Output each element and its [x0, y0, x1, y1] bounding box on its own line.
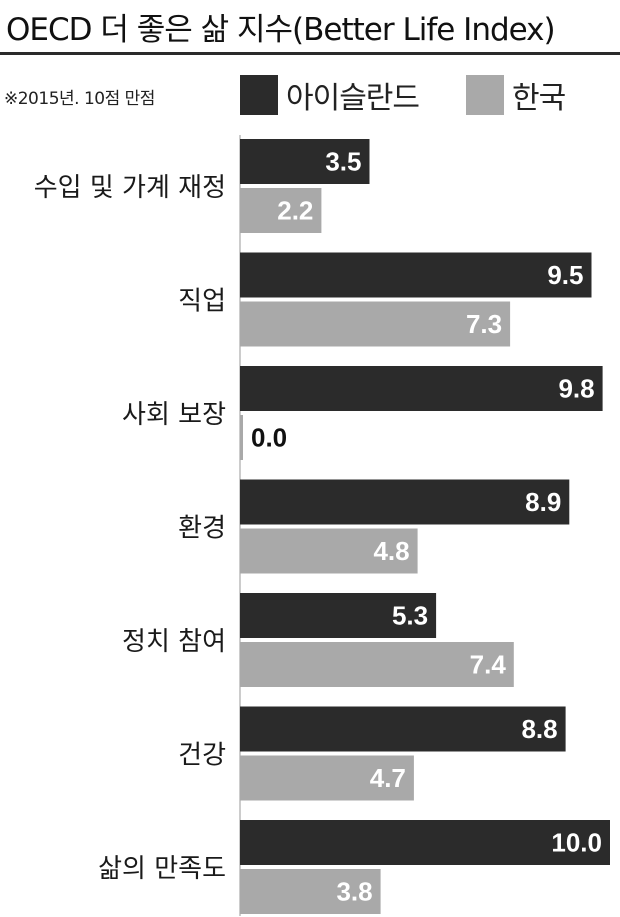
value-label: 3.5 [325, 147, 361, 177]
bar-korea [240, 642, 514, 687]
legend-swatch-korea [466, 75, 504, 115]
category-label: 직업 [178, 287, 226, 317]
chart-title: OECD 더 좋은 삶 지수(Better Life Index) [6, 12, 556, 48]
value-label: 8.8 [521, 714, 557, 744]
category-label: 삶의 만족도 [98, 854, 226, 884]
legend-swatch-iceland [240, 75, 278, 115]
legend-item-korea: 한국 [466, 72, 566, 118]
value-label: 4.7 [370, 763, 406, 793]
legend-label-korea: 한국 [512, 81, 566, 116]
bar-iceland [240, 706, 566, 752]
value-label: 2.2 [277, 196, 313, 226]
bar-iceland [240, 820, 610, 865]
legend-label-iceland: 아이슬란드 [286, 81, 420, 116]
bar-korea [240, 755, 414, 801]
category-label: 정치 참여 [122, 627, 226, 657]
bar-korea [240, 415, 243, 460]
value-label: 7.4 [470, 650, 507, 680]
bar-korea [240, 301, 511, 347]
value-label: 5.3 [392, 601, 428, 631]
bar-korea [240, 188, 322, 233]
category-label: 건강 [178, 741, 226, 771]
chart-note: ※2015년. 10점 만점 [4, 89, 155, 109]
title-divider [0, 52, 620, 55]
bar-iceland [240, 252, 592, 298]
bar-iceland [240, 366, 603, 411]
bar-iceland [240, 479, 570, 525]
value-label: 9.8 [558, 374, 594, 404]
bar-iceland [240, 593, 437, 638]
bar-iceland [240, 139, 370, 184]
value-label: 9.5 [547, 260, 583, 290]
category-label: 환경 [178, 514, 226, 544]
bar-korea [240, 869, 381, 914]
category-label: 사회 보장 [122, 400, 226, 430]
value-label: 10.0 [551, 828, 602, 858]
value-label: 4.8 [373, 536, 409, 566]
value-label: 7.3 [466, 309, 502, 339]
bar-korea [240, 528, 418, 574]
category-label: 수입 및 가계 재정 [34, 173, 226, 203]
legend-item-iceland: 아이슬란드 [240, 72, 420, 118]
value-label: 0.0 [251, 423, 287, 453]
value-label: 8.9 [525, 487, 561, 517]
value-label: 3.8 [336, 877, 372, 907]
